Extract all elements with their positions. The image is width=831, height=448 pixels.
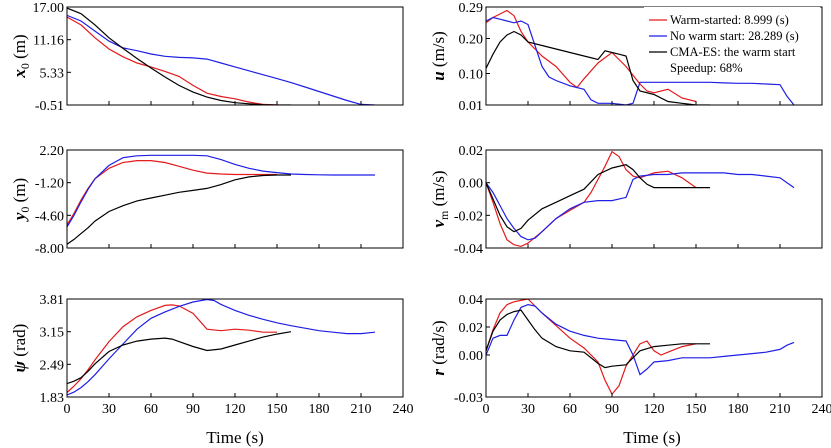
- panel-y0: 2.20 -1.20 -4.60 -8.00 y0 (m): [10, 144, 404, 257]
- series-u-black: [486, 30, 710, 105]
- ytick-label-x0: 5.33: [40, 66, 65, 81]
- ylabel-y0: y0 (m): [10, 178, 32, 222]
- xtick-label-psi: 60: [144, 402, 158, 417]
- legend-label-warm: Warm-started: 8.999 (s): [670, 13, 789, 27]
- xtick-label-r: 0: [483, 402, 490, 417]
- xtick-label-psi: 180: [309, 402, 330, 417]
- series-r-black: [486, 309, 710, 369]
- ytick-label-psi: 3.15: [40, 326, 65, 341]
- axes-box-vm: [485, 149, 823, 249]
- ytick-label-u: 0.20: [459, 33, 484, 48]
- xtick-label-psi: 90: [186, 402, 200, 417]
- xtick-label-psi: 240: [393, 402, 414, 417]
- ytick-label-r: 0.04: [459, 293, 484, 308]
- ytick-label-r: -0.03: [454, 391, 483, 406]
- legend-label-cmaes: CMA-ES: the warm start: [670, 45, 796, 59]
- ytick-label-psi: 3.81: [40, 293, 65, 308]
- xtick-label-r: 210: [770, 402, 791, 417]
- panel-r: 0.04 0.02 0.00 -0.030 30 60 90 120 150 180 210 240 r…: [429, 293, 831, 417]
- series-psi-black: [67, 331, 292, 385]
- axes-box-r: [485, 298, 823, 398]
- x-axis-label-right: Time (s): [623, 428, 680, 447]
- ytick-label-y0: -1.20: [35, 177, 64, 192]
- ytick-label-vm: 0.02: [459, 144, 484, 159]
- panel-psi: 3.81 3.15 2.49 1.830 30 60 90 120 150 180 210 240 ψ …: [10, 293, 414, 417]
- xtick-label-psi: 0: [64, 402, 71, 417]
- ytick-label-vm: -0.04: [454, 242, 483, 257]
- ytick-label-r: 0.02: [459, 321, 484, 336]
- legend: Warm-started: 8.999 (s) No warm start: 2…: [644, 7, 820, 79]
- ytick-label-psi: 1.83: [40, 391, 65, 406]
- ylabel-u: u (m/s): [429, 31, 448, 81]
- xtick-label-r: 180: [728, 402, 749, 417]
- xtick-label-psi: 210: [351, 402, 372, 417]
- series-x0-red: [67, 16, 278, 105]
- ytick-label-y0: -4.60: [35, 209, 64, 224]
- xtick-label-r: 150: [686, 402, 707, 417]
- ytick-label-vm: 0.00: [459, 177, 484, 192]
- panel-u: 0.29 0.20 0.10 0.01 u (m/s): [429, 1, 823, 114]
- ytick-label-psi: 2.49: [40, 358, 65, 373]
- series-r-blue: [486, 303, 795, 376]
- xtick-label-r: 240: [812, 402, 831, 417]
- series-x0-black: [67, 7, 291, 105]
- ytick-label-x0: 11.16: [33, 34, 64, 49]
- xtick-label-psi: 120: [225, 402, 246, 417]
- ytick-label-u: 0.29: [459, 1, 484, 16]
- ylabel-vm: vm (m/s): [429, 170, 451, 227]
- ytick-label-y0: 2.20: [40, 144, 65, 159]
- series-y0-black: [67, 174, 291, 245]
- series-y0-red: [67, 160, 277, 226]
- series-psi-blue: [67, 299, 376, 396]
- ylabel-psi: ψ (rad): [10, 324, 29, 373]
- legend-note-speedup: Speedup: 68%: [670, 61, 743, 75]
- ytick-label-y0: -8.00: [35, 242, 64, 257]
- legend-label-nowarm: No warm start: 28.289 (s): [670, 29, 799, 43]
- panel-x0: 17.00 11.16 5.33 -0.51 x0 (m): [10, 1, 404, 114]
- series-vm-black: [486, 164, 710, 233]
- series-x0-blue: [67, 14, 376, 105]
- xtick-label-r: 60: [563, 402, 577, 417]
- axes-box-x0: [66, 6, 404, 106]
- series-y0-blue: [67, 154, 375, 228]
- legend-box: [644, 7, 820, 79]
- ytick-label-x0: 17.00: [33, 1, 65, 16]
- ytick-label-x0: -0.51: [35, 99, 64, 114]
- series-psi-red: [67, 304, 277, 393]
- ytick-label-r: 0.00: [459, 349, 484, 364]
- xtick-label-r: 30: [521, 402, 535, 417]
- xtick-label-psi: 30: [102, 402, 116, 417]
- xtick-label-r: 90: [605, 402, 619, 417]
- ytick-label-u: 0.10: [459, 68, 484, 83]
- ytick-label-u: 0.01: [459, 99, 484, 114]
- ylabel-r: r (rad/s): [429, 320, 448, 375]
- ylabel-x0: x0 (m): [10, 34, 32, 78]
- series-r-red: [486, 299, 697, 396]
- x-axis-label-left: Time (s): [206, 428, 263, 447]
- xtick-label-psi: 150: [267, 402, 288, 417]
- series-vm-blue: [486, 172, 795, 241]
- xtick-label-r: 120: [644, 402, 665, 417]
- ytick-label-vm: -0.02: [454, 209, 483, 224]
